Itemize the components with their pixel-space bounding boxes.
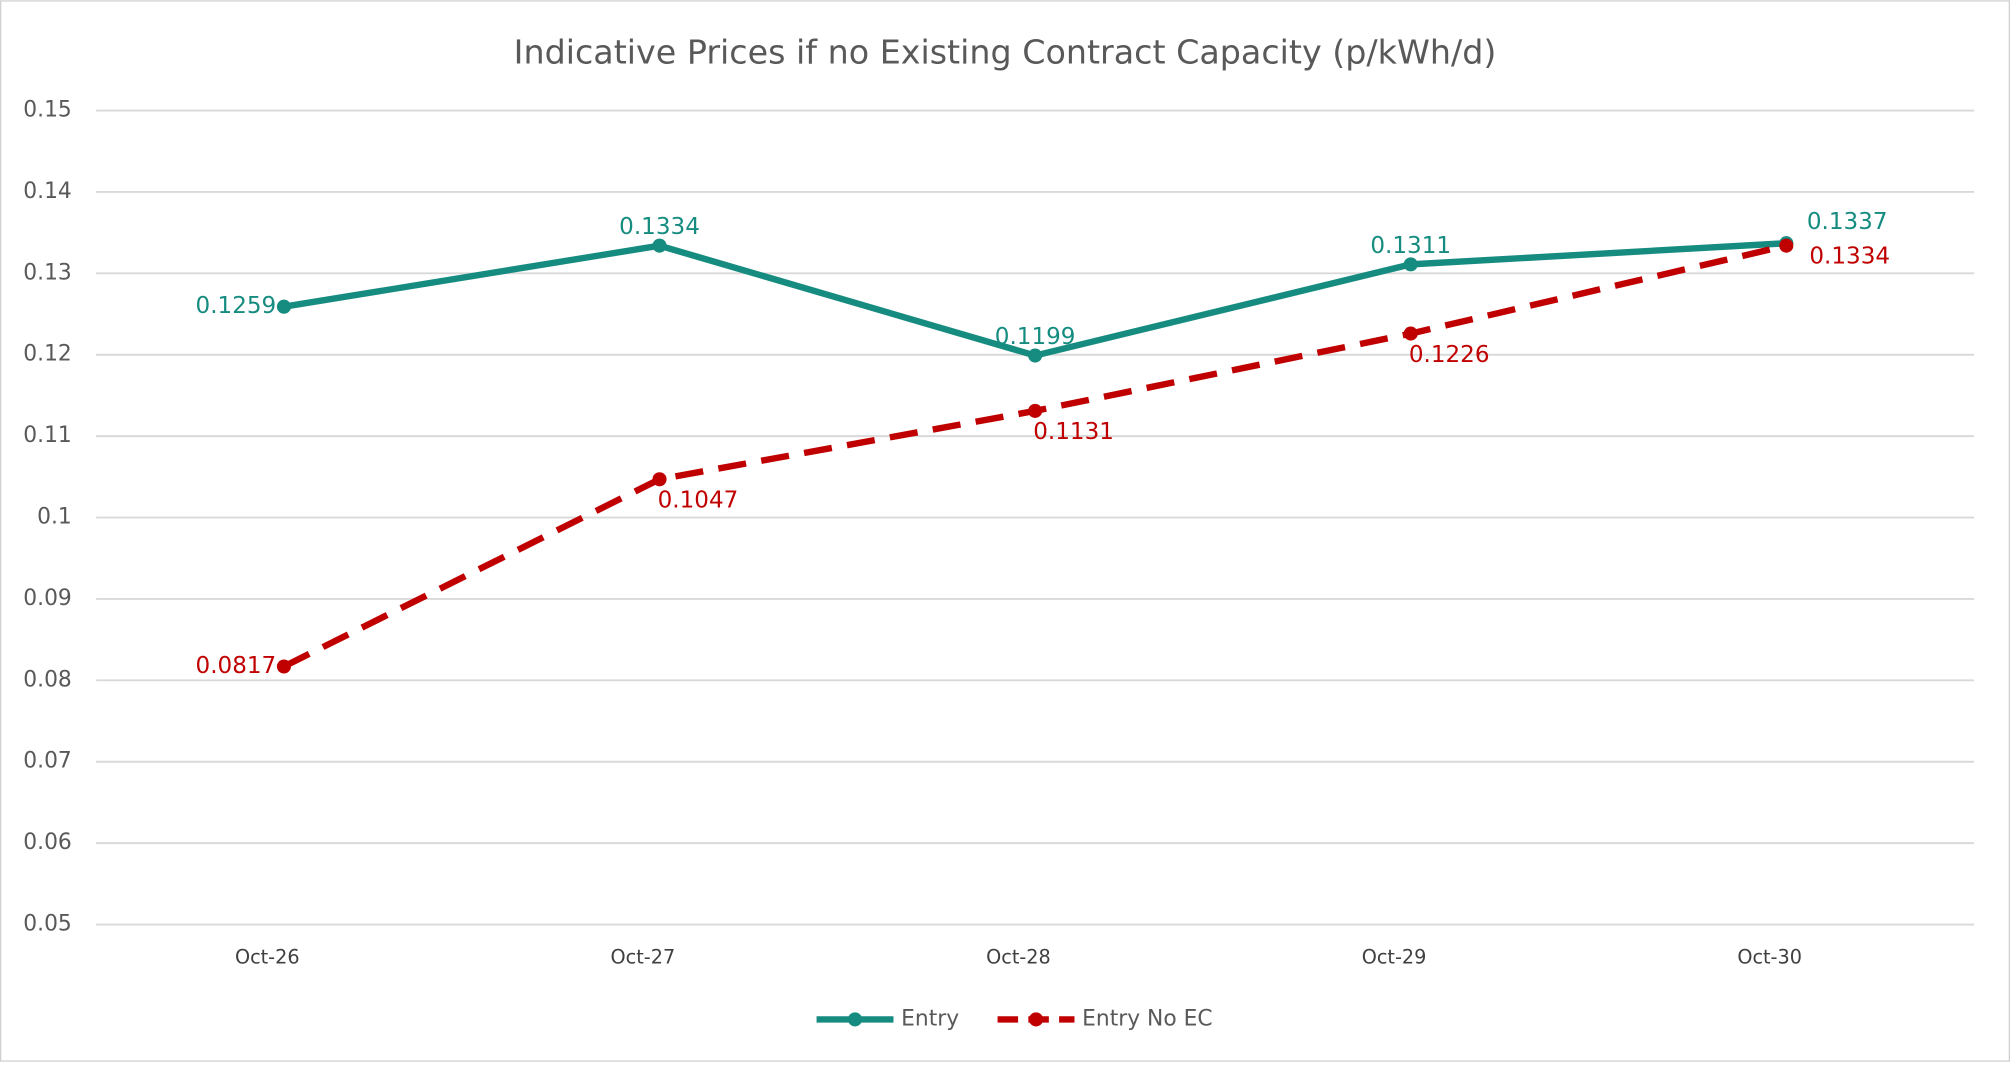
y-tick-label: 0.06 (23, 830, 72, 855)
data-label: 0.1311 (1370, 233, 1451, 259)
legend-label: Entry (901, 1006, 959, 1031)
point (276, 299, 291, 314)
point (1403, 326, 1418, 341)
point (1028, 348, 1043, 363)
data-label: 0.1226 (1409, 342, 1490, 368)
y-tick-label: 0.13 (23, 260, 72, 285)
x-tick-label: Oct-28 (986, 945, 1051, 968)
chart-title: Indicative Prices if no Existing Contrac… (514, 33, 1497, 72)
data-label: 0.1334 (1809, 244, 1890, 270)
y-tick-label: 0.07 (23, 749, 72, 774)
y-tick-label: 0.15 (23, 98, 72, 123)
y-tick-label: 0.12 (23, 342, 72, 367)
legend-marker (1028, 1012, 1044, 1027)
y-tick-label: 0.11 (23, 423, 72, 448)
data-label: 0.0817 (196, 653, 277, 679)
point (652, 238, 667, 253)
x-tick-label: Oct-30 (1737, 945, 1802, 968)
x-tick-label: Oct-29 (1362, 945, 1427, 968)
point (1028, 403, 1043, 418)
data-label: 0.1131 (1033, 419, 1114, 445)
point (1779, 238, 1794, 253)
data-label: 0.1199 (995, 324, 1076, 350)
data-label: 0.1259 (196, 293, 277, 319)
y-tick-label: 0.08 (23, 667, 72, 692)
point (652, 472, 667, 487)
y-tick-label: 0.05 (23, 912, 72, 937)
data-label: 0.1337 (1807, 209, 1888, 235)
y-tick-label: 0.09 (23, 586, 72, 611)
legend-label: Entry No EC (1082, 1006, 1212, 1031)
x-tick-label: Oct-27 (611, 945, 676, 968)
x-tick-label: Oct-26 (235, 945, 300, 968)
point (1403, 257, 1418, 272)
point (276, 659, 291, 674)
data-label: 0.1334 (619, 214, 700, 240)
y-tick-label: 0.1 (37, 505, 72, 530)
data-label: 0.1047 (658, 488, 739, 514)
legend-marker (847, 1012, 863, 1027)
y-tick-label: 0.14 (23, 179, 72, 204)
